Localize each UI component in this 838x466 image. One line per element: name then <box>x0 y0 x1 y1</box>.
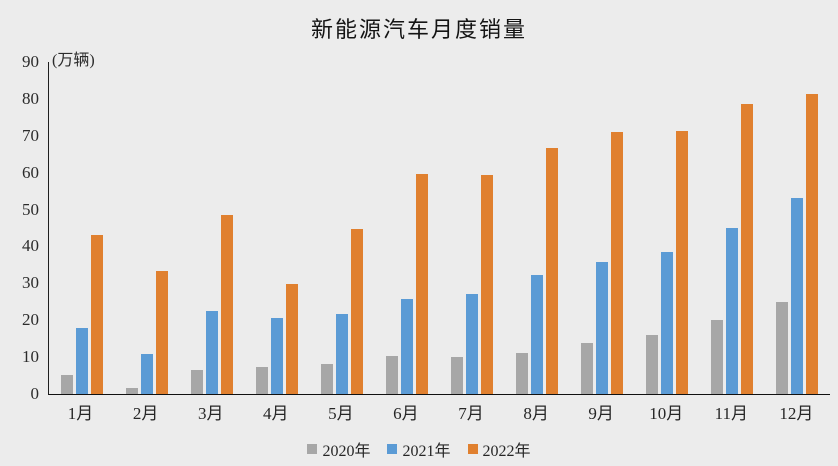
bar-2020年-12月 <box>776 302 789 394</box>
bar-group-4月 <box>244 62 309 394</box>
legend: 2020年 2021年 2022年 <box>0 438 838 460</box>
bar-2022年-3月 <box>220 215 233 394</box>
bar-2022年-4月 <box>285 283 298 394</box>
bar-2022年-5月 <box>350 229 363 394</box>
bar-2022年-6月 <box>415 174 428 394</box>
x-tick-label-5月: 5月 <box>328 404 354 423</box>
legend-label: 2021年 <box>402 443 451 460</box>
bar-2021年-2月 <box>140 353 153 394</box>
y-tick-label-30: 30 <box>22 273 39 293</box>
x-tick-label-10月: 10月 <box>649 404 684 423</box>
bar-2020年-7月 <box>451 357 463 394</box>
bar-2021年-3月 <box>205 310 218 394</box>
y-tick-label-0: 0 <box>30 384 40 403</box>
bar-2020年-2月 <box>125 388 138 394</box>
x-axis-labels: 1月 2月 3月 4月 5月 6月 7月 8月 9月 10月 11月 12月 <box>48 399 829 424</box>
bar-2022年-2月 <box>155 271 168 394</box>
bar-group-12月 <box>765 62 830 394</box>
bar-2020年-1月 <box>60 374 73 394</box>
bar-group-9月 <box>570 62 635 394</box>
legend-label: 2022年 <box>482 443 531 460</box>
legend-entry-2020年: 2020年 <box>307 437 370 461</box>
legend-swatch-icon <box>387 444 398 454</box>
x-tick-label-4月: 4月 <box>263 404 289 423</box>
bar-group-6月 <box>374 62 439 394</box>
y-tick-label-40: 40 <box>22 236 39 256</box>
bar-2021年-8月 <box>531 275 544 394</box>
bar-2020年-5月 <box>320 363 333 394</box>
y-tick-label-70: 70 <box>22 125 39 145</box>
bar-2021年-9月 <box>596 262 609 394</box>
bar-2022年-8月 <box>546 148 559 394</box>
bar-group-7月 <box>439 62 504 394</box>
bar-2022年-11月 <box>741 104 754 394</box>
bar-2020年-11月 <box>711 320 724 394</box>
bar-group-5月 <box>309 62 374 394</box>
bar-group-3月 <box>179 62 244 394</box>
bar-2022年-12月 <box>806 93 819 394</box>
bar-group-2月 <box>114 62 179 394</box>
bar-2021年-7月 <box>466 294 478 394</box>
bar-2021年-5月 <box>335 313 348 394</box>
x-tick-label-1月: 1月 <box>67 404 94 423</box>
bar-2022年-9月 <box>611 132 624 394</box>
y-tick-label-90: 90 <box>22 52 39 71</box>
bar-2022年-7月 <box>481 175 493 394</box>
bar-2020年-8月 <box>516 353 529 394</box>
x-tick-label-8月: 8月 <box>523 404 549 423</box>
plot-area <box>48 62 830 395</box>
bar-2020年-9月 <box>581 342 594 394</box>
x-tick-label-2月: 2月 <box>132 404 159 423</box>
y-tick-label-60: 60 <box>22 162 39 182</box>
bar-group-8月 <box>505 62 570 394</box>
y-tick-label-10: 10 <box>22 347 39 367</box>
bar-2020年-10月 <box>646 334 659 394</box>
y-tick-label-20: 20 <box>22 310 39 330</box>
x-tick-label-9月: 9月 <box>588 404 614 423</box>
bar-2021年-6月 <box>400 299 413 394</box>
y-tick-label-80: 80 <box>22 88 39 108</box>
bar-2021年-12月 <box>791 198 804 394</box>
bar-group-10月 <box>635 62 700 394</box>
bar-2021年-1月 <box>75 327 88 394</box>
y-tick-label-50: 50 <box>22 199 39 219</box>
legend-swatch-icon <box>467 444 478 454</box>
legend-swatch-icon <box>307 444 318 454</box>
bar-2022年-10月 <box>676 130 689 394</box>
bar-2020年-4月 <box>255 367 268 394</box>
bar-group-11月 <box>700 62 765 394</box>
legend-label: 2020年 <box>322 443 371 460</box>
chart-title: 新能源汽车月度销量 <box>310 17 527 42</box>
x-tick-label-7月: 7月 <box>458 404 484 423</box>
bar-2021年-4月 <box>270 318 283 394</box>
x-tick-label-12月: 12月 <box>779 404 814 423</box>
bar-2022年-1月 <box>90 235 103 394</box>
bar-2020年-3月 <box>190 370 203 394</box>
x-tick-label-6月: 6月 <box>393 404 419 423</box>
legend-entry-2022年: 2022年 <box>467 437 531 461</box>
y-axis-unit-label: (万辆) <box>52 52 95 69</box>
bar-group-1月 <box>49 62 114 394</box>
bar-2021年-10月 <box>661 252 674 394</box>
x-tick-label-11月: 11月 <box>714 404 748 423</box>
bar-2020年-6月 <box>385 355 398 394</box>
x-tick-label-3月: 3月 <box>197 404 224 423</box>
legend-entry-2021年: 2021年 <box>387 437 451 461</box>
bar-2021年-11月 <box>726 228 739 394</box>
